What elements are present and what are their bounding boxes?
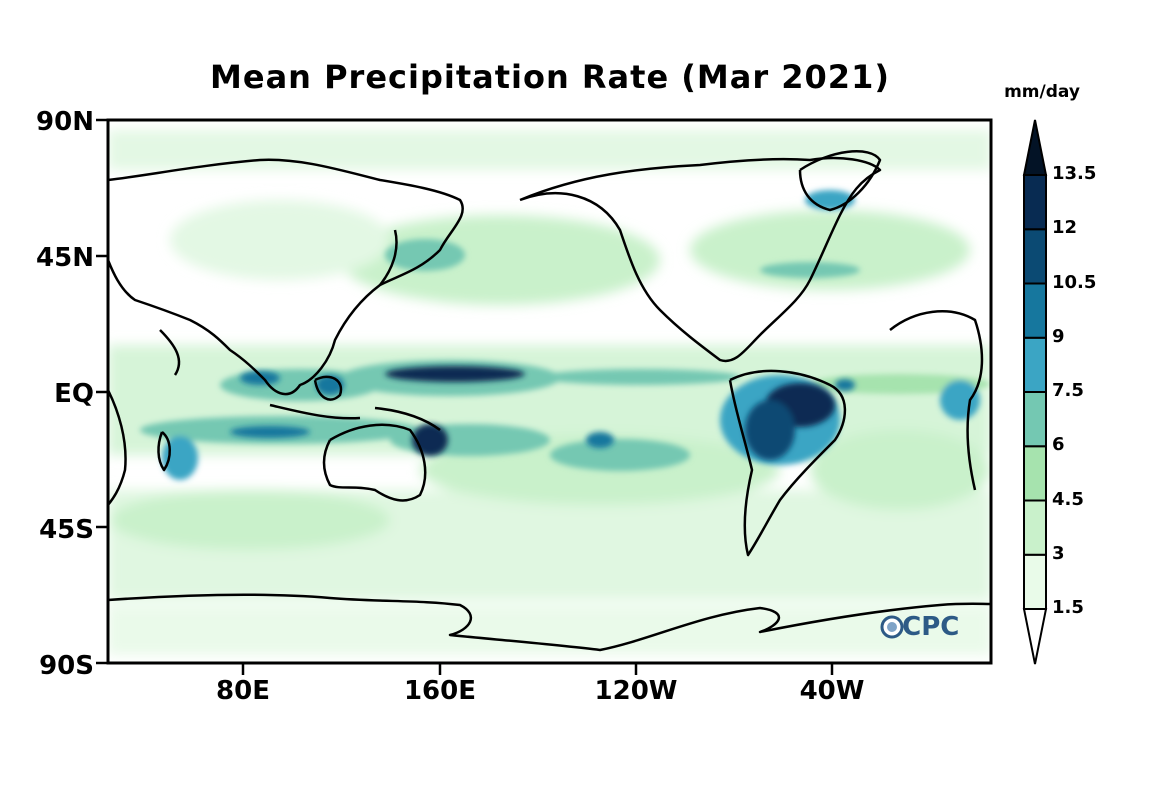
x-label-160e: 160E: [403, 676, 477, 706]
x-label-40w: 40W: [799, 676, 865, 706]
y-label-45s: 45S: [39, 515, 94, 545]
light-precip-areas: [108, 130, 991, 655]
colorbar-box: [1023, 174, 1047, 231]
ocpc-logo: OCPC: [902, 612, 960, 642]
colorbar-label: 7.5: [1052, 380, 1084, 401]
colorbar-box: [1023, 445, 1047, 502]
colorbar-units: mm/day: [1004, 82, 1080, 102]
colorbar-label: 3: [1052, 542, 1065, 564]
colorbar-label: 6: [1052, 434, 1065, 456]
map-title: Mean Precipitation Rate (Mar 2021): [210, 58, 890, 96]
y-label-eq: EQ: [54, 379, 94, 409]
heavy-precip-areas: [230, 366, 855, 460]
y-label-90n: 90N: [36, 107, 94, 137]
precip-field: [108, 120, 991, 663]
colorbar-box: [1023, 282, 1047, 339]
axis-ticks: [96, 118, 834, 675]
colorbar-label: 1.5: [1052, 597, 1084, 618]
colorbar-high-triangle: [1022, 119, 1048, 176]
colorbar-box: [1023, 391, 1047, 448]
x-label-120w: 120W: [594, 676, 678, 706]
colorbar-label: 13.5: [1052, 163, 1097, 184]
y-label-90s: 90S: [39, 651, 94, 681]
colorbar-label: 10.5: [1052, 271, 1097, 293]
colorbar: [1022, 119, 1048, 665]
colorbar-label: 4.5: [1052, 488, 1084, 510]
y-label-45n: 45N: [36, 243, 94, 273]
colorbar-box: [1023, 499, 1047, 556]
colorbar-label: 9: [1052, 325, 1065, 347]
colorbar-box: [1023, 553, 1047, 610]
colorbar-box: [1023, 336, 1047, 393]
colorbar-box: [1023, 228, 1047, 285]
colorbar-label: 12: [1052, 217, 1078, 239]
ocpc-logo-globe: [880, 615, 904, 639]
x-label-80e: 80E: [216, 676, 270, 706]
coastlines: [108, 150, 991, 652]
colorbar-low-triangle: [1022, 608, 1048, 665]
